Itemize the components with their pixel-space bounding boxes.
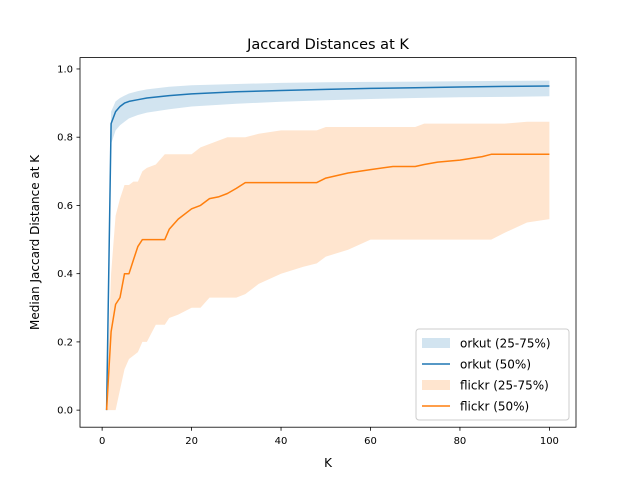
y-tick-label: 0.6 [57, 201, 73, 212]
x-tick-label: 20 [185, 436, 198, 447]
x-tick-label: 80 [454, 436, 467, 447]
y-tick-label: 0.0 [57, 406, 73, 417]
x-tick-label: 40 [275, 436, 288, 447]
x-axis-label: K [324, 456, 333, 470]
legend-swatch-band [422, 380, 450, 390]
y-tick-label: 0.4 [57, 269, 73, 280]
y-axis-label: Median Jaccard Distance at K [28, 154, 42, 330]
y-tick-label: 1.0 [57, 64, 73, 75]
legend-label: orkut (25-75%) [460, 337, 551, 351]
x-tick-label: 100 [540, 436, 559, 447]
legend-label: flickr (25-75%) [460, 379, 549, 393]
legend-label: flickr (50%) [460, 400, 529, 414]
legend-label: orkut (50%) [460, 358, 531, 372]
y-tick-label: 0.8 [57, 133, 73, 144]
chart-title: Jaccard Distances at K [246, 37, 409, 53]
x-tick-label: 60 [364, 436, 377, 447]
x-tick-label: 0 [99, 436, 105, 447]
y-tick-label: 0.2 [57, 337, 73, 348]
legend: orkut (25-75%) orkut (50%) flickr (25-75%)… [416, 329, 569, 420]
legend-swatch-band [422, 338, 450, 348]
